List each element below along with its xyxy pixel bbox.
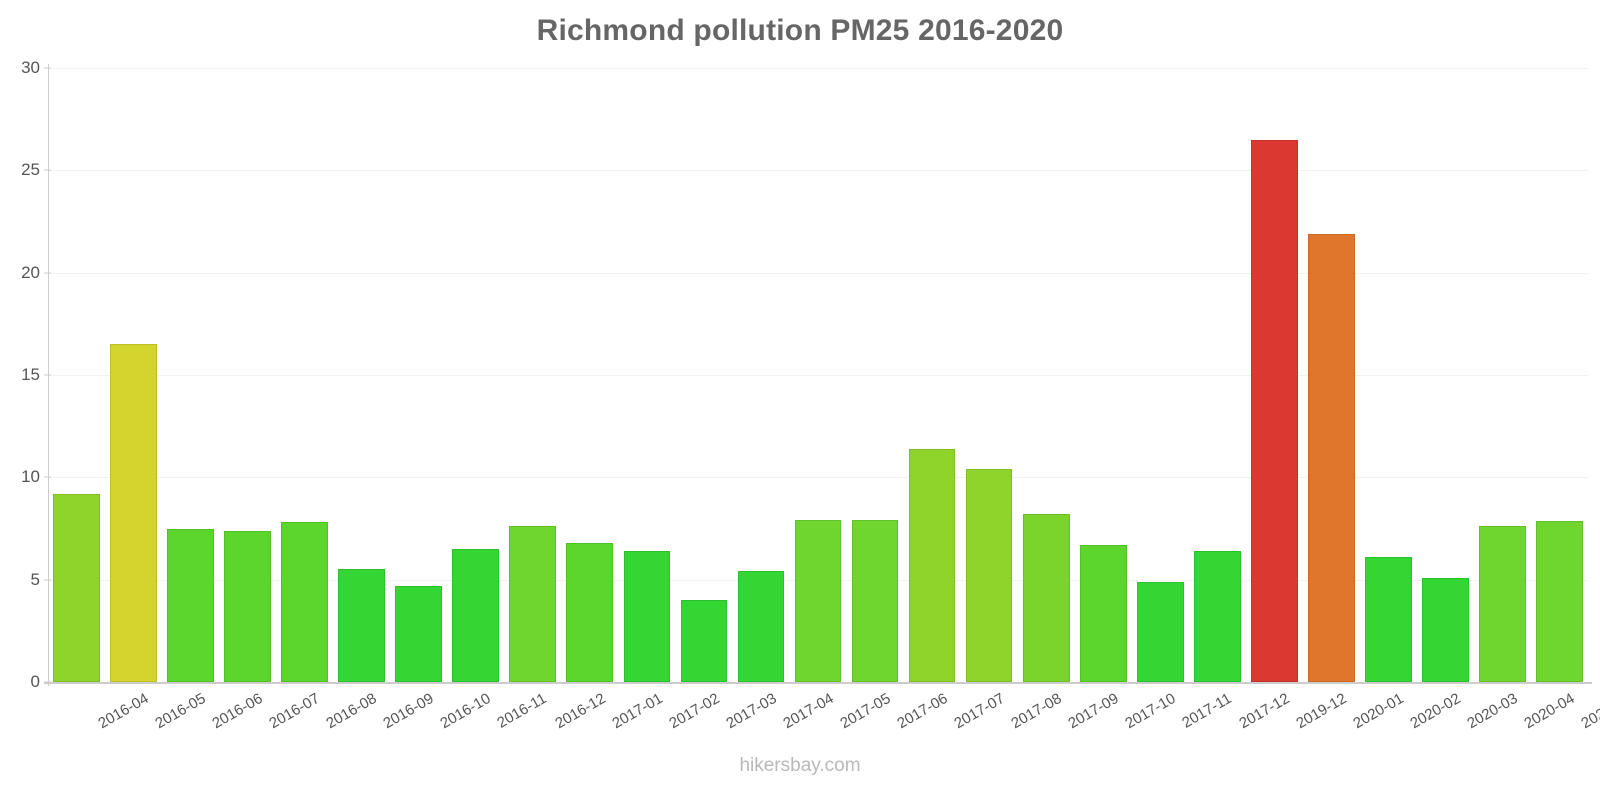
x-tick-label: 2017-09	[1065, 690, 1122, 733]
x-tick-label: 2020-04	[1521, 690, 1578, 733]
gridline	[48, 170, 1588, 172]
y-tick-label: 30	[21, 58, 40, 77]
x-tick-label: 2017-01	[608, 690, 666, 733]
x-tick-label: 2017-12	[1236, 690, 1293, 733]
y-tick-mark	[44, 579, 51, 581]
x-tick-label: 2016-05	[152, 690, 209, 733]
x-tick-label: 2017-07	[951, 690, 1008, 733]
x-tick-label: 2017-10	[1122, 690, 1179, 733]
bar[interactable]	[794, 520, 842, 682]
plot-area	[48, 68, 1588, 682]
bar[interactable]	[1422, 577, 1469, 682]
bar[interactable]	[1193, 551, 1241, 682]
bar[interactable]	[737, 571, 785, 682]
bar[interactable]	[224, 530, 271, 682]
x-tick-label: 2016-11	[494, 690, 550, 732]
x-tick-label: 2017-04	[780, 690, 837, 733]
x-tick-label: 2016-04	[95, 690, 152, 733]
y-tick-mark	[44, 67, 51, 69]
bar[interactable]	[1364, 557, 1412, 682]
x-tick-label: 2017-03	[722, 690, 780, 733]
bar[interactable]	[167, 528, 214, 682]
y-tick-label: 25	[21, 160, 40, 180]
y-tick-label: 20	[21, 262, 40, 282]
y-axis-tick-labels: 0 5 10 15 20 25 30	[0, 0, 40, 800]
x-tick-label: 2020-03	[1464, 690, 1521, 733]
y-tick-mark	[44, 272, 51, 274]
bar[interactable]	[680, 600, 728, 682]
bar[interactable]	[851, 520, 899, 682]
y-tick-mark	[44, 681, 51, 683]
bar[interactable]	[395, 585, 443, 682]
y-tick-mark	[44, 374, 51, 376]
y-tick-label: 5	[30, 569, 40, 589]
x-tick-label: 2016-09	[380, 690, 437, 733]
chart-title: Richmond pollution PM25 2016-2020	[536, 14, 1064, 47]
y-tick-label: 10	[21, 467, 40, 487]
bar[interactable]	[1136, 581, 1184, 682]
x-tick-label: 2016-07	[266, 690, 323, 733]
y-tick-mark	[44, 169, 51, 171]
bar[interactable]	[281, 522, 329, 682]
x-tick-label: 2017-02	[665, 690, 723, 733]
bar[interactable]	[908, 448, 956, 682]
bar[interactable]	[53, 493, 100, 682]
x-tick-label: 2016-06	[209, 690, 266, 733]
footer-credit: hikersbay.com	[739, 755, 861, 776]
bar[interactable]	[110, 344, 157, 682]
bar[interactable]	[338, 569, 386, 682]
x-tick-label: 2017-11	[1179, 690, 1235, 732]
x-axis-line	[44, 682, 1592, 684]
gridline	[48, 272, 1588, 274]
x-tick-label: 2017-08	[1008, 690, 1065, 733]
x-tick-label: 2020-05	[1578, 690, 1600, 733]
bar[interactable]	[965, 469, 1013, 682]
gridline	[48, 375, 1588, 376]
x-tick-label: 2017-06	[894, 690, 951, 733]
bar[interactable]	[1479, 526, 1526, 682]
bar[interactable]	[623, 551, 671, 682]
bar[interactable]	[1079, 544, 1127, 682]
y-tick-mark	[44, 476, 51, 478]
bar[interactable]	[1022, 514, 1070, 682]
bar[interactable]	[566, 542, 614, 682]
bar[interactable]	[509, 526, 557, 682]
y-tick-label: 0	[30, 672, 40, 691]
gridline	[48, 477, 1588, 479]
bar[interactable]	[1250, 139, 1298, 682]
x-tick-label: 2016-10	[437, 690, 494, 733]
bar[interactable]	[452, 548, 500, 682]
x-tick-label: 2020-01	[1350, 690, 1407, 733]
x-tick-label: 2020-02	[1407, 690, 1464, 733]
x-tick-label: 2016-12	[551, 690, 609, 733]
gridline	[48, 68, 1588, 69]
bar[interactable]	[1307, 233, 1355, 682]
x-tick-label: 2017-05	[837, 690, 894, 733]
y-tick-label: 15	[21, 365, 40, 384]
bar[interactable]	[1536, 521, 1583, 682]
x-tick-label: 2016-08	[323, 690, 380, 733]
x-tick-label: 2019-12	[1293, 690, 1350, 733]
